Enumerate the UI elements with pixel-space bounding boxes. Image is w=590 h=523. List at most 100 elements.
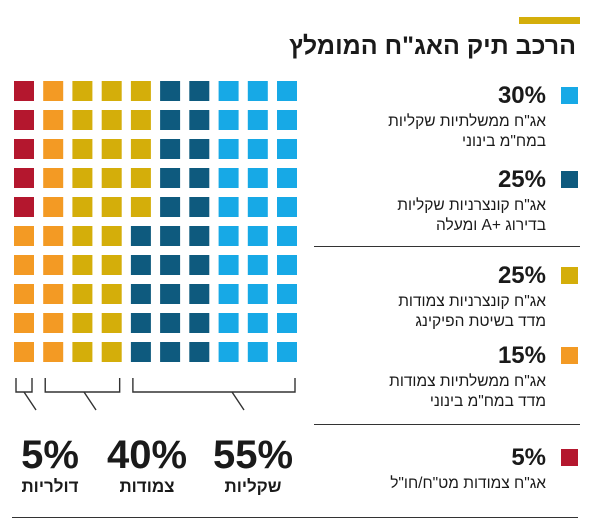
waffle-cell	[43, 110, 64, 130]
waffle-cell	[72, 168, 93, 188]
waffle-cell	[189, 139, 210, 159]
waffle-cell	[130, 168, 151, 188]
waffle-cell	[277, 226, 297, 246]
legend-desc: אג"ח ממשלתיות שקליות במח"מ בינוני	[388, 113, 546, 150]
waffle-cell	[160, 313, 181, 333]
waffle-cell	[130, 197, 151, 217]
group-pct-label: 40%	[107, 433, 187, 477]
waffle-cell	[218, 139, 239, 159]
waffle-cell	[14, 81, 34, 101]
bottom-rule	[12, 517, 578, 518]
waffle-cell	[189, 255, 210, 275]
group-pct-label: 55%	[213, 433, 293, 477]
waffle-cell	[160, 168, 181, 188]
waffle-cell	[277, 284, 297, 304]
waffle-cell	[43, 313, 64, 333]
waffle-cell	[160, 197, 181, 217]
waffle-cell	[218, 81, 239, 101]
waffle-cell	[101, 255, 122, 275]
waffle-cell	[160, 110, 181, 130]
waffle-cell	[218, 255, 239, 275]
waffle-cell	[277, 342, 297, 362]
waffle-cell	[14, 110, 34, 130]
legend-swatch	[561, 267, 578, 284]
divider	[314, 246, 580, 247]
waffle-cell	[130, 255, 151, 275]
waffle-cell	[72, 284, 93, 304]
legend-swatch	[561, 347, 578, 364]
waffle-cell	[189, 342, 210, 362]
waffle-cell	[247, 81, 268, 101]
waffle-cell	[101, 226, 122, 246]
waffle-cell	[130, 139, 151, 159]
legend-pct: 25%	[497, 166, 546, 193]
group-bracket-leader	[231, 391, 245, 411]
accent-bar	[519, 17, 580, 24]
waffle-cell	[277, 168, 297, 188]
waffle-cell	[247, 139, 268, 159]
waffle-cell	[43, 284, 64, 304]
waffle-cell	[14, 168, 34, 188]
waffle-cell	[14, 313, 34, 333]
waffle-cell	[14, 139, 34, 159]
waffle-cell	[130, 110, 151, 130]
waffle-cell	[130, 81, 151, 101]
legend-desc: אג"ח קונצרניות צמודות מדד בשיטת הפיקינג	[398, 293, 546, 330]
legend-desc: אג"ח צמודות מט"ח/חו"ל	[390, 475, 546, 492]
legend-pct: 25%	[497, 262, 546, 289]
waffle-cell	[277, 255, 297, 275]
waffle-cell	[160, 226, 181, 246]
waffle-cell	[277, 313, 297, 333]
group-pct-label: 5%	[21, 433, 79, 477]
waffle-cell	[189, 313, 210, 333]
group-name-label: דולריות	[21, 477, 78, 496]
waffle-cell	[101, 197, 122, 217]
waffle-cell	[160, 342, 181, 362]
waffle-cell	[189, 81, 210, 101]
waffle-cell	[101, 139, 122, 159]
waffle-cell	[160, 139, 181, 159]
waffle-cell	[72, 226, 93, 246]
waffle-cell	[101, 81, 122, 101]
legend-pct: 30%	[497, 82, 546, 109]
group-bracket	[15, 378, 33, 393]
waffle-cell	[218, 197, 239, 217]
legend-pct: 15%	[497, 342, 546, 369]
waffle-cell	[277, 81, 297, 101]
waffle-cell	[130, 226, 151, 246]
divider	[314, 424, 580, 425]
waffle-cell	[247, 342, 268, 362]
waffle-cell	[72, 81, 93, 101]
waffle-cell	[72, 255, 93, 275]
waffle-cell	[277, 110, 297, 130]
waffle-cell	[101, 342, 122, 362]
waffle-cell	[130, 342, 151, 362]
waffle-cell	[218, 342, 239, 362]
waffle-cell	[277, 139, 297, 159]
waffle-cell	[218, 168, 239, 188]
waffle-cell	[72, 313, 93, 333]
legend-swatch	[561, 87, 578, 104]
waffle-cell	[43, 139, 64, 159]
waffle-cell	[160, 81, 181, 101]
waffle-cell	[247, 197, 268, 217]
waffle-cell	[101, 284, 122, 304]
waffle-cell	[189, 284, 210, 304]
waffle-cell	[43, 342, 64, 362]
waffle-cell	[14, 255, 34, 275]
group-bracket-leader	[23, 391, 37, 411]
waffle-cell	[14, 226, 34, 246]
group-bracket	[44, 378, 121, 393]
waffle-cell	[189, 226, 210, 246]
legend-swatch	[561, 171, 578, 188]
waffle-cell	[130, 313, 151, 333]
group-bracket-leader	[83, 391, 97, 411]
waffle-cell	[247, 313, 268, 333]
waffle-cell	[101, 110, 122, 130]
waffle-cell	[247, 255, 268, 275]
waffle-cell	[189, 110, 210, 130]
waffle-cell	[14, 342, 34, 362]
legend-swatch	[561, 449, 578, 466]
waffle-cell	[130, 284, 151, 304]
